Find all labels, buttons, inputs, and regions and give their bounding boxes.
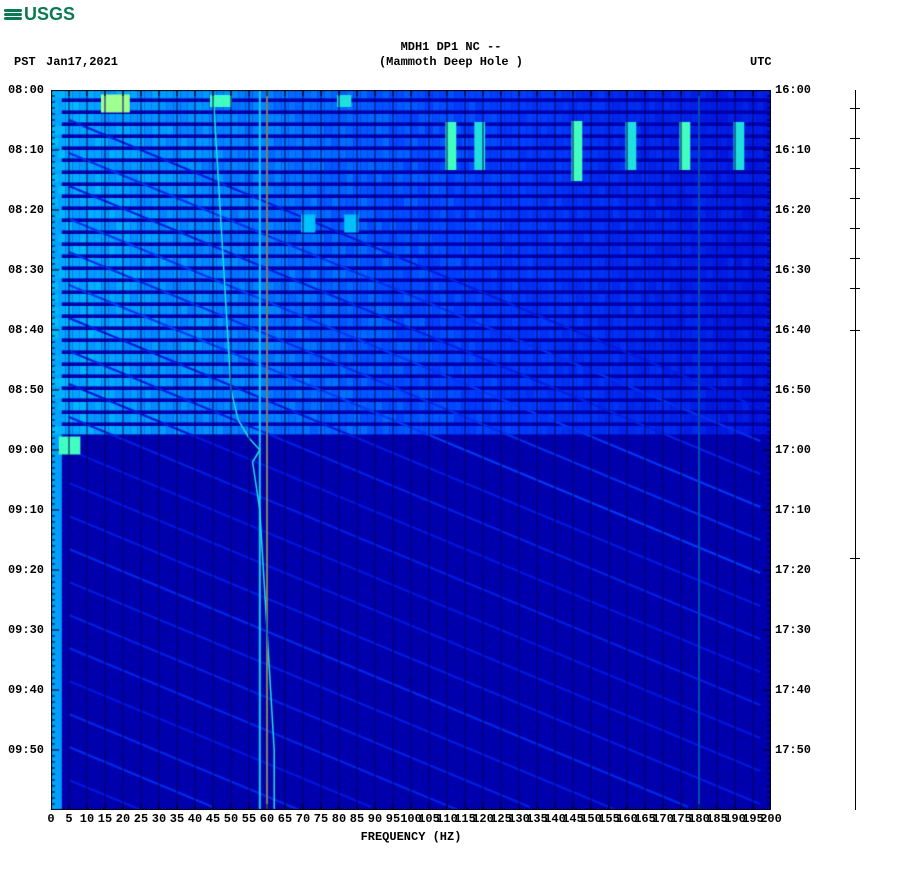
y-right-tick: 17:50 bbox=[775, 743, 819, 757]
y-right-tick: 17:10 bbox=[775, 503, 819, 517]
y-right-tick: 16:30 bbox=[775, 263, 819, 277]
y-left-tick: 08:40 bbox=[0, 323, 44, 337]
x-axis-label: FREQUENCY (HZ) bbox=[51, 830, 771, 844]
y-left-tick: 08:30 bbox=[0, 263, 44, 277]
x-tick: 90 bbox=[368, 812, 382, 826]
spectrogram-canvas bbox=[51, 90, 771, 810]
x-tick: 25 bbox=[134, 812, 148, 826]
logo-waves-icon bbox=[4, 9, 22, 20]
right-timezone-label: UTC bbox=[750, 55, 772, 69]
y-axis-right: 16:0016:1016:2016:3016:4016:5017:0017:10… bbox=[775, 90, 823, 810]
scale-tick bbox=[850, 330, 860, 331]
y-left-tick: 08:10 bbox=[0, 143, 44, 157]
scale-tick bbox=[850, 138, 860, 139]
x-tick: 60 bbox=[260, 812, 274, 826]
y-left-tick: 09:00 bbox=[0, 443, 44, 457]
scale-tick bbox=[850, 198, 860, 199]
x-tick: 45 bbox=[206, 812, 220, 826]
y-left-tick: 09:50 bbox=[0, 743, 44, 757]
x-tick: 70 bbox=[296, 812, 310, 826]
x-tick: 20 bbox=[116, 812, 130, 826]
y-right-tick: 17:00 bbox=[775, 443, 819, 457]
x-tick: 15 bbox=[98, 812, 112, 826]
plot-title-line1: MDH1 DP1 NC -- bbox=[0, 40, 902, 54]
y-axis-left: 08:0008:1008:2008:3008:4008:5009:0009:10… bbox=[0, 90, 48, 810]
x-tick: 80 bbox=[332, 812, 346, 826]
y-right-tick: 16:10 bbox=[775, 143, 819, 157]
x-tick: 65 bbox=[278, 812, 292, 826]
y-right-tick: 16:50 bbox=[775, 383, 819, 397]
x-tick: 30 bbox=[152, 812, 166, 826]
y-right-tick: 17:20 bbox=[775, 563, 819, 577]
y-right-tick: 16:40 bbox=[775, 323, 819, 337]
y-right-tick: 17:40 bbox=[775, 683, 819, 697]
y-left-tick: 08:20 bbox=[0, 203, 44, 217]
x-tick: 5 bbox=[65, 812, 72, 826]
x-tick: 95 bbox=[386, 812, 400, 826]
scale-tick bbox=[850, 558, 860, 559]
usgs-logo: USGS bbox=[4, 4, 75, 25]
y-left-tick: 09:10 bbox=[0, 503, 44, 517]
scale-tick bbox=[850, 168, 860, 169]
scale-tick bbox=[850, 108, 860, 109]
x-tick: 200 bbox=[760, 812, 782, 826]
y-left-tick: 09:40 bbox=[0, 683, 44, 697]
x-tick: 40 bbox=[188, 812, 202, 826]
logo-text: USGS bbox=[24, 4, 75, 25]
y-left-tick: 08:50 bbox=[0, 383, 44, 397]
y-left-tick: 08:00 bbox=[0, 83, 44, 97]
scale-tick bbox=[850, 288, 860, 289]
y-right-tick: 16:20 bbox=[775, 203, 819, 217]
y-right-tick: 16:00 bbox=[775, 83, 819, 97]
x-tick: 10 bbox=[80, 812, 94, 826]
page-root: USGS PST Jan17,2021 MDH1 DP1 NC -- (Mamm… bbox=[0, 0, 902, 893]
scale-tick bbox=[850, 258, 860, 259]
x-tick: 85 bbox=[350, 812, 364, 826]
x-tick: 75 bbox=[314, 812, 328, 826]
x-tick: 55 bbox=[242, 812, 256, 826]
x-tick: 0 bbox=[47, 812, 54, 826]
scale-tick bbox=[850, 228, 860, 229]
y-left-tick: 09:20 bbox=[0, 563, 44, 577]
x-tick: 50 bbox=[224, 812, 238, 826]
y-right-tick: 17:30 bbox=[775, 623, 819, 637]
x-tick: 35 bbox=[170, 812, 184, 826]
y-left-tick: 09:30 bbox=[0, 623, 44, 637]
spectrogram-plot bbox=[51, 90, 771, 810]
